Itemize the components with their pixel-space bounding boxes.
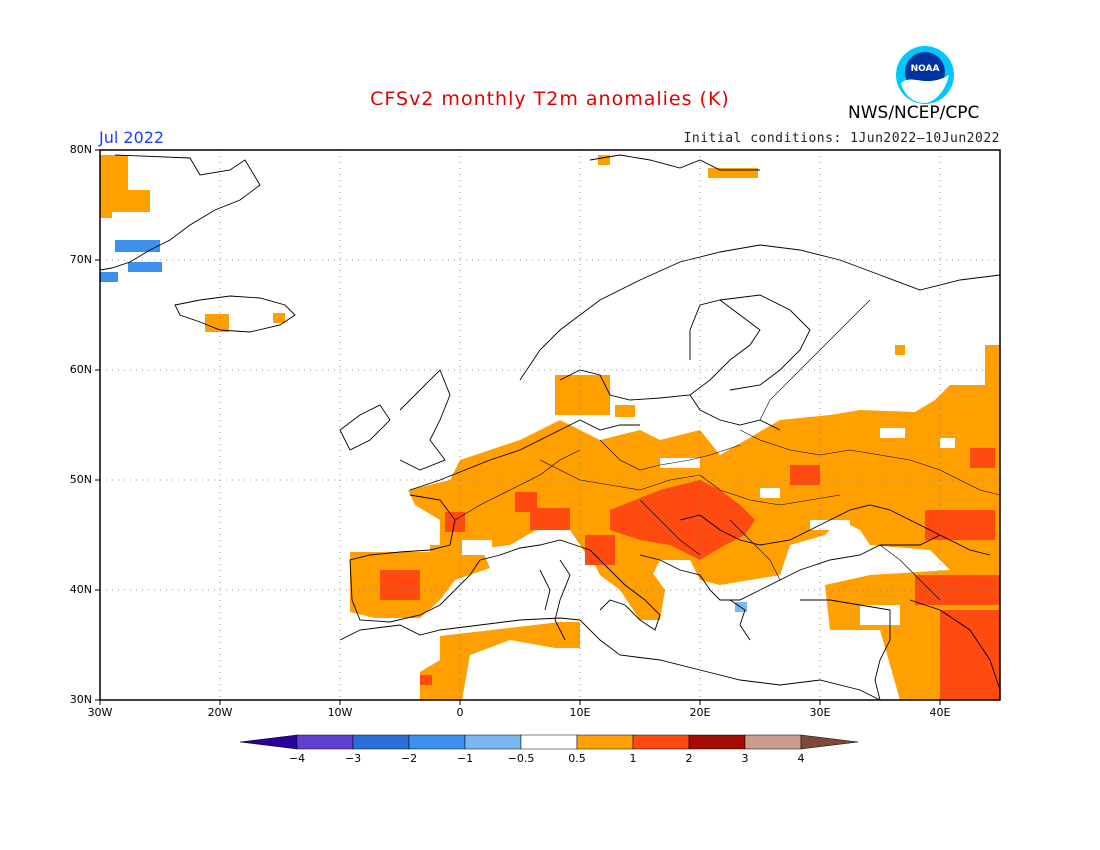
colorbar-label-p1: 1 <box>629 752 637 765</box>
anomaly-greenland <box>100 155 150 218</box>
colorbar-swatch <box>408 734 466 750</box>
colorbar-label-m05: −0.5 <box>507 752 535 765</box>
lon-label-20e: 20E <box>689 706 711 719</box>
lat-label-70n: 70N <box>69 253 92 266</box>
anomaly-strong-ukraine <box>790 465 820 485</box>
lon-label-30w: 30W <box>87 706 113 719</box>
anomaly-regions <box>100 155 1000 700</box>
colorbar-label-p3: 3 <box>741 752 749 765</box>
axis-ticks <box>95 149 941 705</box>
anomaly-hole-3 <box>660 458 700 468</box>
lon-label-0: 0 <box>456 706 464 719</box>
colorbar-label-p05: 0.5 <box>568 752 586 765</box>
lon-label-10w: 10W <box>327 706 353 719</box>
colorbar-label-p4: 4 <box>797 752 805 765</box>
colorbar-swatch <box>464 734 522 750</box>
anomaly-strong-spain <box>380 570 420 600</box>
anomaly-svalbard <box>598 155 610 165</box>
colorbar-label-m1: −1 <box>456 752 474 765</box>
colorbar-swatch <box>520 734 578 750</box>
lon-label-20w: 20W <box>207 706 233 719</box>
anomaly-strong-arabia <box>940 610 1000 700</box>
svg-text:NOAA: NOAA <box>911 64 940 74</box>
colorbar-label-m4: −4 <box>288 752 306 765</box>
colorbar-label-p2: 2 <box>685 752 693 765</box>
lat-label-80n: 80N <box>69 143 92 156</box>
anomaly-franz <box>708 168 758 178</box>
noaa-logo: NOAA <box>896 46 954 104</box>
anomaly-strong-mideast <box>915 575 1000 605</box>
anomaly-strong-balkans <box>610 480 755 560</box>
anomaly-iceland <box>205 314 229 332</box>
colorbar-swatch <box>576 734 634 750</box>
colorbar-swatch <box>296 734 354 750</box>
anomaly-greenland-cool-3 <box>100 272 118 282</box>
anomaly-strong-alps <box>530 508 570 530</box>
anomaly-strong-russia <box>970 448 995 468</box>
initial-conditions: Initial conditions: 1Jun2022–10Jun2022 <box>683 131 1000 146</box>
colorbar-arrow-right <box>800 734 859 750</box>
lat-label-50n: 50N <box>69 473 92 486</box>
political-borders <box>454 299 1001 601</box>
anomaly-strong-caspian <box>925 510 995 540</box>
forecast-month: Jul 2022 <box>99 128 165 147</box>
anomaly-strong-morocco <box>420 675 432 685</box>
anomaly-greenland-cool-2 <box>128 262 162 272</box>
coastlines <box>99 154 1001 701</box>
anomaly-hole-2 <box>940 438 955 448</box>
colorbar-swatch <box>744 734 802 750</box>
colorbar-swatch <box>688 734 746 750</box>
colorbar-swatch <box>632 734 690 750</box>
anomaly-north-africa <box>420 622 580 700</box>
anomaly-hole-5 <box>760 488 780 498</box>
anomaly-strong-france-2 <box>515 492 537 512</box>
colorbar-label-m3: −3 <box>344 752 362 765</box>
lon-label-10e: 10E <box>569 706 591 719</box>
anomaly-denmark <box>555 375 610 415</box>
anomaly-hole-1 <box>880 428 905 438</box>
organization-label: NWS/NCEP/CPC <box>848 103 980 123</box>
anomaly-iceland-2 <box>273 313 285 323</box>
lon-label-30e: 30E <box>809 706 831 719</box>
anomaly-greenland-cool <box>115 240 160 252</box>
anomaly-hole-7 <box>895 345 905 355</box>
map-title: CFSv2 monthly T2m anomalies (K) <box>370 88 730 110</box>
map-frame <box>99 149 1001 701</box>
colorbar-arrow-left <box>239 734 298 750</box>
lon-label-40e: 40E <box>929 706 951 719</box>
colorbar-label-m2: −2 <box>400 752 418 765</box>
anomaly-hole-6 <box>810 520 850 530</box>
lat-label-30n: 30N <box>69 693 92 706</box>
lat-label-60n: 60N <box>69 363 92 376</box>
anomaly-italy <box>590 555 665 620</box>
anomaly-baltic <box>615 405 635 417</box>
graticule <box>100 150 1000 700</box>
lat-label-40n: 40N <box>69 583 92 596</box>
colorbar-swatch <box>352 734 410 750</box>
anomaly-hole-4 <box>462 540 492 555</box>
